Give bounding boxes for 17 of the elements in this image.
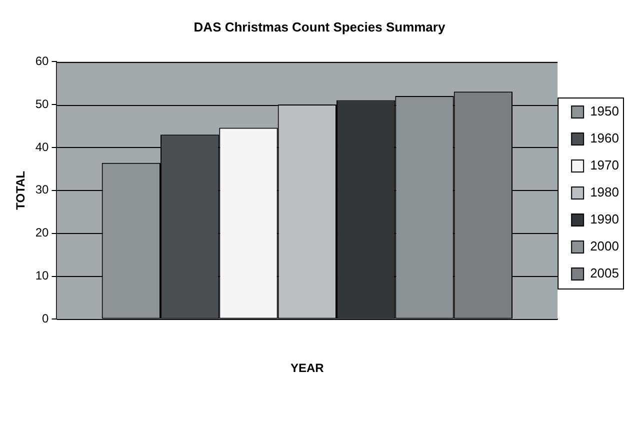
y-tick-label: 10 (35, 268, 50, 283)
legend-label: 1960 (590, 130, 619, 146)
legend-label: 2005 (590, 266, 619, 281)
chart-title: DAS Christmas Count Species Summary (194, 19, 446, 34)
legend-label: 1970 (590, 158, 619, 173)
y-tick-label: 60 (35, 54, 50, 68)
x-axis-title: YEAR (290, 361, 324, 376)
y-axis-title: TOTAL (14, 170, 28, 210)
y-tick-label: 30 (35, 182, 50, 197)
y-tick-label: 0 (42, 312, 50, 326)
y-tick-label: 20 (35, 226, 50, 240)
y-tick-label: 50 (35, 96, 50, 111)
legend-label: 1980 (590, 184, 619, 200)
legend-label: 1990 (590, 212, 619, 227)
y-tick-label: 40 (35, 140, 50, 154)
legend-label: 2000 (590, 238, 619, 254)
legend-label: 1950 (590, 104, 619, 119)
